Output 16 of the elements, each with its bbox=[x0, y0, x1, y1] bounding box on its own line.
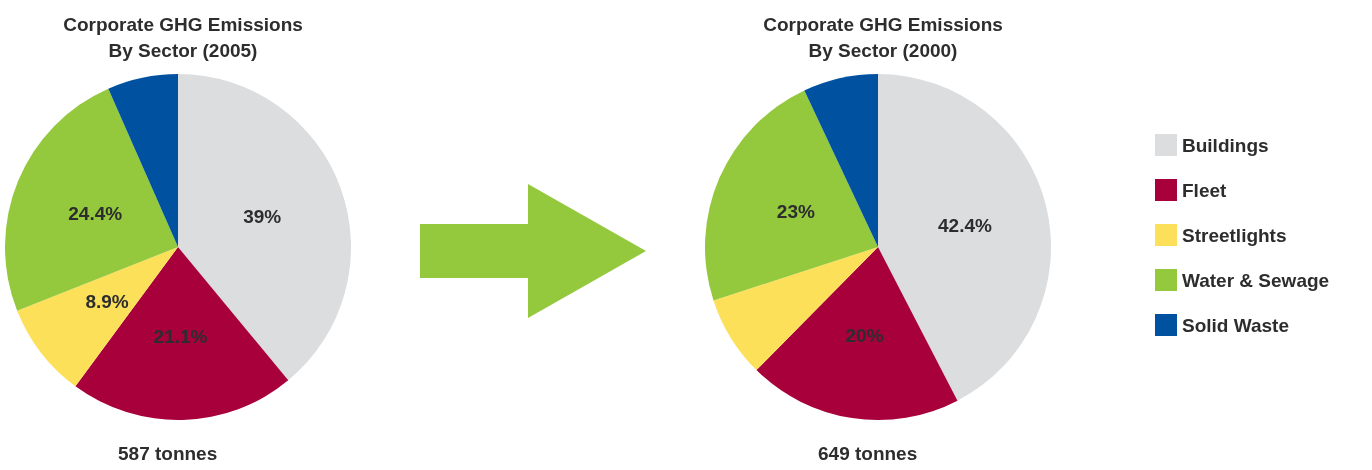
data-label: 24.4% bbox=[68, 202, 123, 224]
legend-label: Fleet bbox=[1182, 179, 1228, 201]
data-label: 42.4% bbox=[938, 215, 992, 237]
legend-label: Streetlights bbox=[1182, 224, 1287, 246]
data-label: 39% bbox=[243, 206, 282, 228]
text: 587 tonnes bbox=[118, 443, 218, 464]
text: 649 tonnes bbox=[818, 443, 918, 464]
data-label: 21.1% bbox=[153, 325, 208, 347]
data-label: 20% bbox=[845, 324, 884, 346]
legend-label: Buildings bbox=[1182, 134, 1269, 156]
legend-label: Solid Waste bbox=[1182, 314, 1289, 336]
chart-title: Corporate GHG Emissions By Sector (2000) bbox=[763, 13, 1003, 61]
data-label: 23% bbox=[776, 200, 815, 222]
data-label: 8.9% bbox=[85, 291, 129, 313]
chart-title: Corporate GHG Emissions By Sector (2005) bbox=[63, 13, 303, 61]
legend-label: Water & Sewage bbox=[1182, 269, 1330, 291]
